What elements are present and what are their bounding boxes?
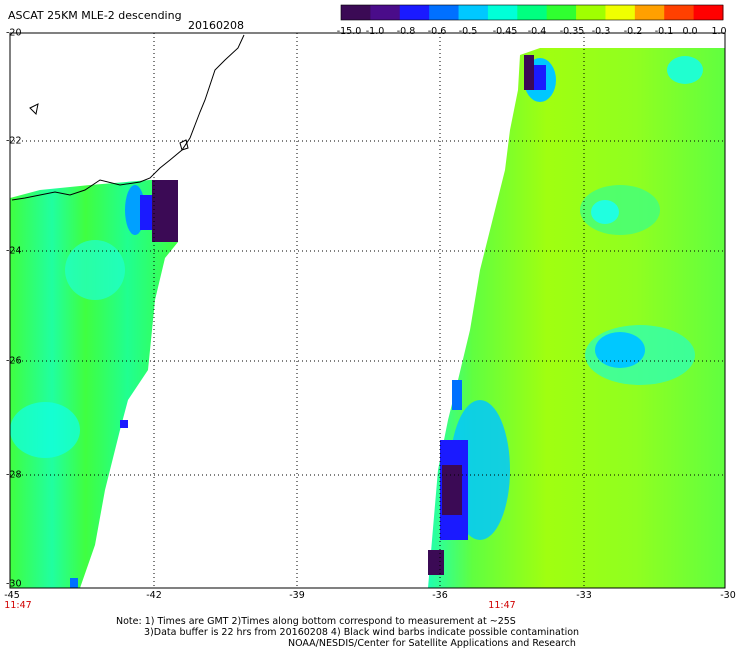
chart-title: ASCAT 25KM MLE-2 descending [8, 9, 182, 22]
lat-label: -30 [6, 578, 22, 590]
colorbar-segment [605, 5, 636, 20]
coastline [11, 34, 245, 201]
colorbar-label: -0.2 [623, 26, 643, 37]
lon-label: -36 [432, 590, 448, 601]
colorbar-segment [458, 5, 489, 20]
colorbar-segment [576, 5, 606, 20]
lon-label: -33 [576, 590, 592, 601]
swath-west [10, 180, 178, 588]
colorbar-label: -0.45 [492, 26, 518, 37]
colorbar-segment [664, 5, 695, 20]
lon-label: -42 [146, 590, 162, 601]
lat-label: -24 [6, 245, 22, 257]
lat-label: -20 [6, 27, 22, 39]
colorbar-label: -0.6 [427, 26, 447, 37]
chart-date: 20160208 [188, 19, 244, 32]
lon-label: -39 [289, 590, 305, 601]
note-line-1: Note: 1) Times are GMT 2)Times along bot… [116, 616, 516, 627]
colorbar-segment [693, 5, 724, 20]
note-line-2: 3)Data buffer is 22 hrs from 20160208 4)… [144, 627, 580, 638]
map-frame [9, 32, 726, 589]
colorbar [341, 5, 724, 20]
swath-east [428, 48, 725, 588]
lat-label: -22 [6, 135, 22, 147]
colorbar-segment [546, 5, 577, 20]
swath-time-label: 11:47 [4, 600, 32, 611]
colorbar-label: 1.0 [711, 26, 727, 37]
colorbar-label: -15.0 [336, 26, 362, 37]
colorbar-label: -0.3 [591, 26, 611, 37]
colorbar-label: -1.0 [365, 26, 385, 37]
lat-label: -28 [6, 469, 22, 481]
colorbar-label: 0.0 [682, 26, 698, 37]
colorbar-label: -0.4 [527, 26, 547, 37]
colorbar-segment [370, 5, 401, 20]
colorbar-label: -0.35 [559, 26, 585, 37]
colorbar-segment [429, 5, 460, 20]
lon-label: -45 [4, 590, 20, 601]
swath-time-label: 11:47 [488, 600, 516, 611]
colorbar-segment [399, 5, 430, 20]
colorbar-segment [517, 5, 548, 20]
colorbar-segment [487, 5, 518, 20]
colorbar-label: -0.5 [458, 26, 478, 37]
colorbar-label: -0.1 [654, 26, 674, 37]
note-line-3: NOAA/NESDIS/Center for Satellite Applica… [288, 638, 576, 649]
colorbar-segment [634, 5, 665, 20]
graticule [10, 33, 725, 588]
colorbar-label: -0.8 [396, 26, 416, 37]
lat-label: -26 [6, 355, 22, 367]
lon-label: -30 [720, 590, 736, 601]
colorbar-segment [341, 5, 371, 20]
